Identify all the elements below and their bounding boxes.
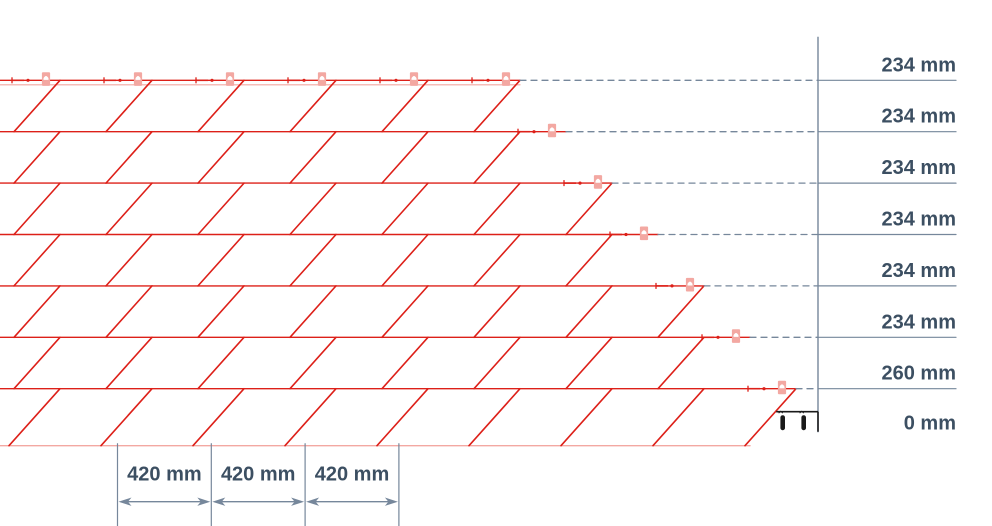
svg-text:234 mm: 234 mm xyxy=(882,54,957,76)
svg-text:260 mm: 260 mm xyxy=(882,363,957,385)
svg-text:234 mm: 234 mm xyxy=(882,260,957,282)
svg-text:234 mm: 234 mm xyxy=(882,106,957,128)
svg-text:0 mm: 0 mm xyxy=(904,413,956,435)
svg-text:420 mm: 420 mm xyxy=(315,464,390,486)
svg-text:420 mm: 420 mm xyxy=(127,464,202,486)
svg-text:420 mm: 420 mm xyxy=(221,464,296,486)
svg-text:234 mm: 234 mm xyxy=(882,209,957,231)
svg-text:234 mm: 234 mm xyxy=(882,311,957,333)
svg-text:234 mm: 234 mm xyxy=(882,157,957,179)
